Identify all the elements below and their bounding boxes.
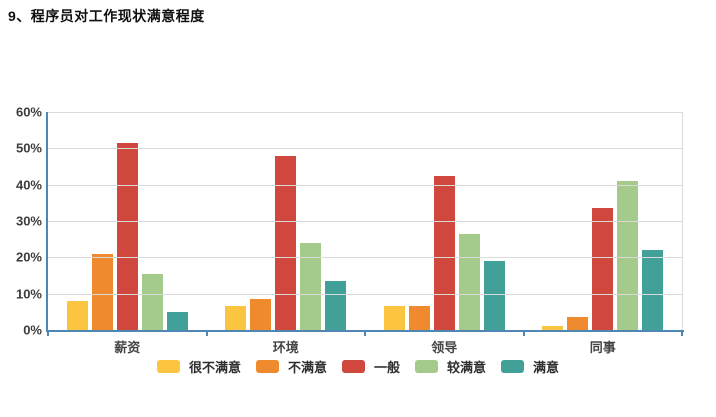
legend-item: 较满意 [415, 357, 486, 376]
y-axis-line [46, 112, 48, 332]
x-axis-tick [47, 332, 49, 336]
x-axis-labels: 薪资 环境 领导 同事 [48, 337, 682, 356]
legend-label: 不满意 [287, 360, 327, 375]
x-axis-tick [681, 332, 683, 336]
y-tick-label: 40% [15, 177, 42, 193]
x-axis-tick [522, 332, 525, 336]
bar [433, 175, 455, 330]
y-tick-label: 10% [15, 286, 42, 302]
bar [542, 326, 564, 330]
bar [642, 250, 664, 330]
bar [91, 253, 113, 330]
bar [166, 311, 188, 330]
x-axis-line [46, 330, 684, 332]
y-tick-label: 30% [15, 213, 42, 229]
y-tick-label: 60% [15, 104, 42, 120]
chart-title: 9、程序员对工作现状满意程度 [8, 8, 205, 24]
legend-swatch [415, 360, 438, 373]
bar [116, 142, 138, 330]
bar [250, 299, 272, 330]
bar [383, 306, 405, 330]
bar [325, 280, 347, 330]
bar [408, 306, 430, 330]
bar [141, 273, 163, 330]
plot-area [48, 112, 683, 330]
legend-swatch [255, 360, 279, 373]
gridline [48, 257, 682, 259]
gridline [48, 221, 682, 222]
legend-label: 满意 [533, 360, 560, 375]
bar [275, 155, 297, 330]
x-category-label: 同事 [589, 340, 616, 355]
y-tick-label: 0% [23, 322, 42, 338]
legend-item: 不满意 [255, 357, 327, 376]
bar [592, 208, 614, 330]
legend-label: 很不满意 [188, 360, 241, 375]
bar-group [524, 112, 683, 330]
bar [483, 260, 505, 330]
legend-swatch [501, 360, 525, 373]
y-tick-label: 20% [15, 249, 42, 265]
x-axis-tick [205, 332, 208, 336]
legend-label: 较满意 [447, 360, 487, 375]
y-tick-label: 50% [15, 140, 42, 156]
gridline [48, 112, 682, 113]
bar [458, 233, 480, 330]
bar-group [365, 112, 524, 330]
x-category-label: 领导 [431, 340, 458, 355]
legend-item: 很不满意 [156, 357, 241, 376]
legend-swatch [156, 360, 180, 373]
bar [66, 300, 88, 330]
gridline [48, 184, 682, 186]
legend-swatch [341, 360, 365, 373]
gridline [48, 148, 682, 150]
gridline [48, 293, 682, 295]
x-category-label: 环境 [272, 340, 299, 355]
bar-groups [48, 112, 682, 330]
bar-group [48, 112, 207, 330]
legend-label: 一般 [373, 360, 400, 375]
bar [567, 317, 589, 330]
x-axis-tick [364, 332, 366, 336]
y-axis-labels: 0% 10% 20% 30% 40% 50% 60% [0, 106, 42, 337]
bar [225, 306, 247, 330]
bar [300, 242, 322, 330]
bar [617, 181, 639, 330]
x-category-label: 薪资 [114, 340, 141, 355]
legend: 很不满意 不满意 一般 较满意 满意 [0, 357, 716, 376]
bar-group [207, 112, 366, 330]
legend-item: 一般 [341, 357, 400, 376]
legend-item: 满意 [501, 357, 559, 376]
